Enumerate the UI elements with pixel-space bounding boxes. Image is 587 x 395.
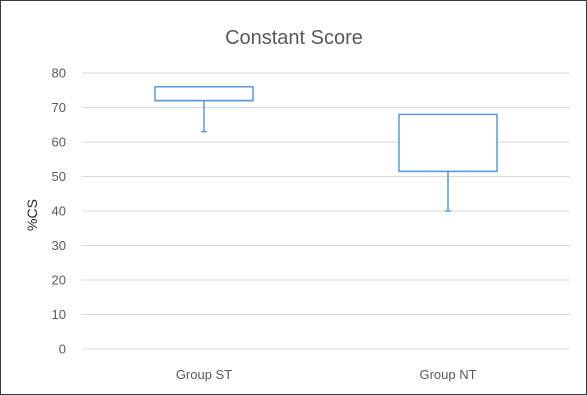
x-axis-ticks: Group ST Group NT	[176, 367, 477, 382]
x-tick-label: Group ST	[176, 367, 232, 382]
y-tick-label: 40	[52, 204, 66, 219]
box-group-st	[154, 86, 254, 102]
box-group-nt	[398, 113, 498, 173]
boxes	[154, 86, 498, 212]
y-tick-label: 20	[52, 273, 66, 288]
y-tick-label: 70	[52, 100, 66, 115]
chart-title: Constant Score	[225, 27, 363, 49]
y-axis-label: %CS	[24, 199, 40, 231]
y-tick-label: 10	[52, 307, 66, 322]
y-axis-ticks: 0 10 20 30 40 50 60 70 80	[52, 66, 66, 357]
y-tick-label: 0	[59, 342, 66, 357]
y-tick-label: 30	[52, 238, 66, 253]
x-tick-label: Group NT	[419, 367, 476, 382]
y-tick-label: 50	[52, 169, 66, 184]
y-tick-label: 80	[52, 66, 66, 81]
y-tick-label: 60	[52, 135, 66, 150]
